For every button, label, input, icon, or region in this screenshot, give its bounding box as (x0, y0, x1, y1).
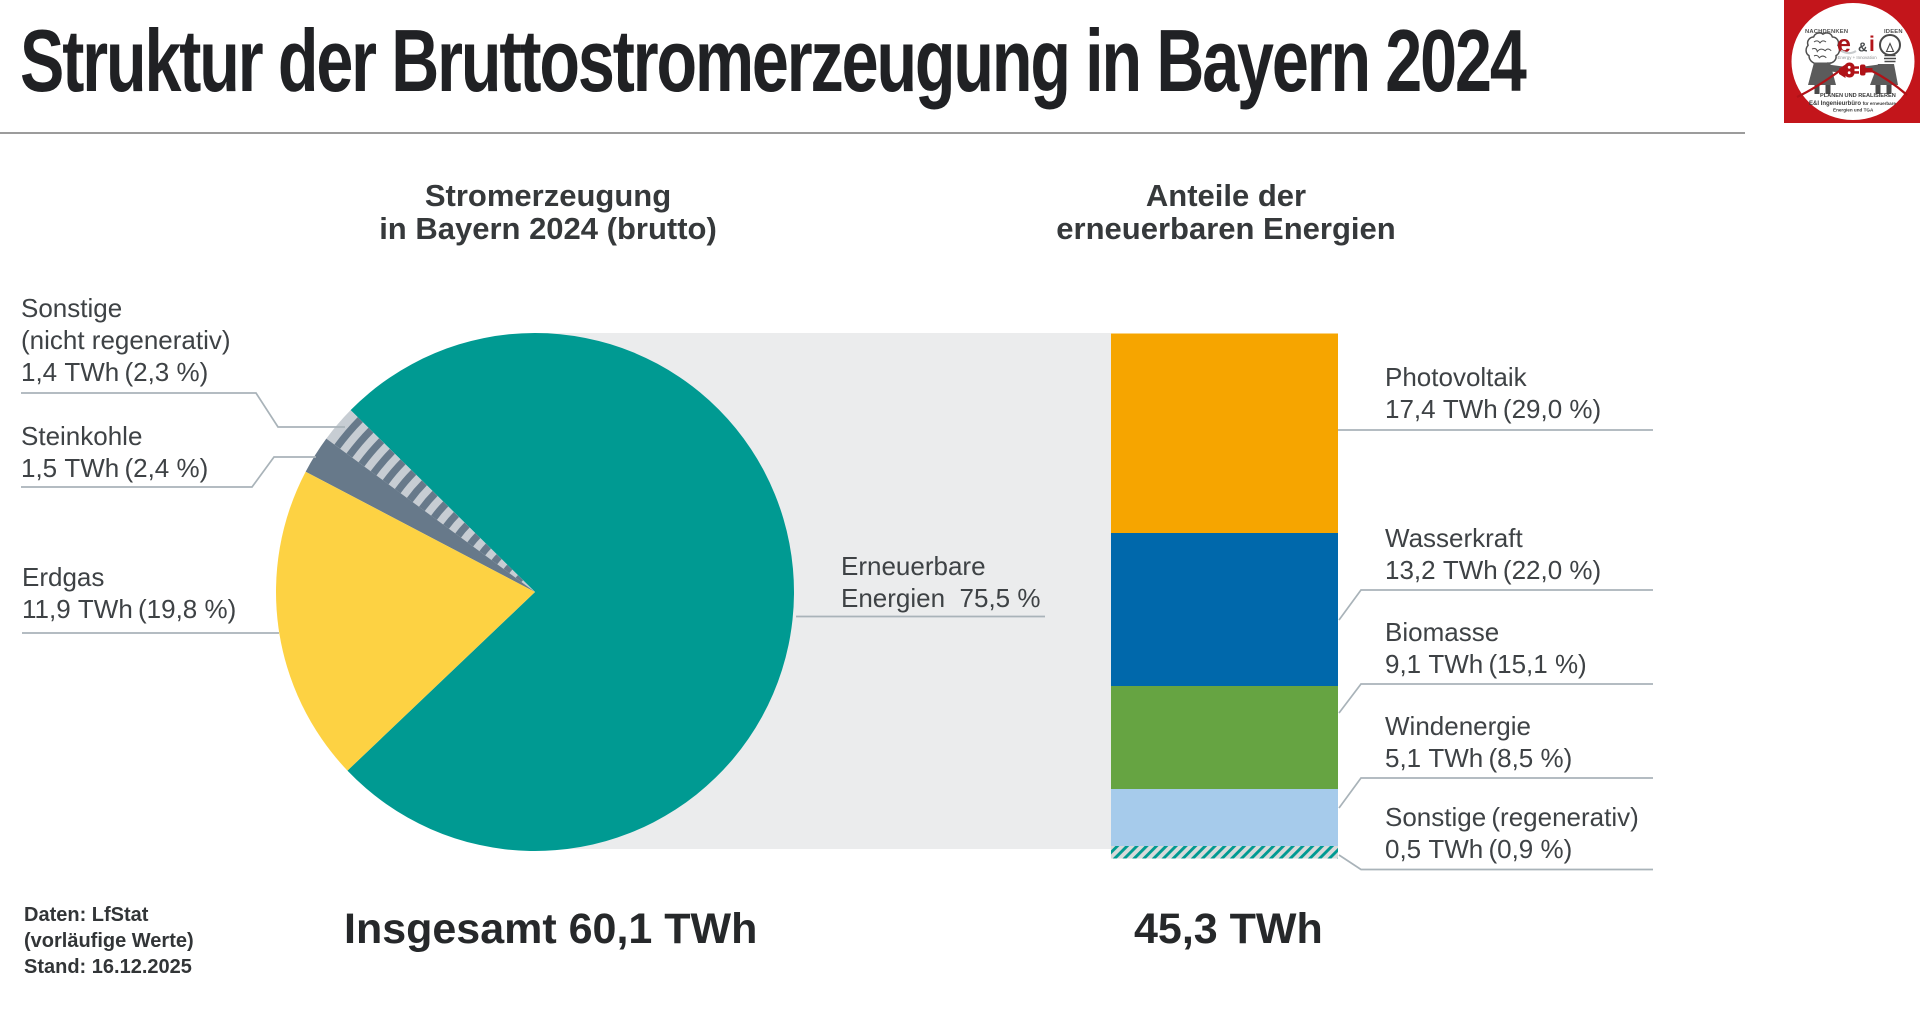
svg-text:PLANEN UND REALISIEREN: PLANEN UND REALISIEREN (1820, 93, 1896, 99)
svg-text:Energy + Innovation: Energy + Innovation (1838, 55, 1878, 60)
svg-text:e: e (1837, 31, 1851, 59)
svg-text:E&I Ingenieurbüro für erneuerb: E&I Ingenieurbüro für erneuerbare (1809, 101, 1896, 107)
svg-text:IDEEN: IDEEN (1884, 29, 1903, 35)
svg-text:i: i (1869, 33, 1875, 56)
svg-text:NACHDENKEN: NACHDENKEN (1805, 29, 1848, 35)
svg-text:Energien und TGA: Energien und TGA (1833, 108, 1874, 113)
svg-text:&: & (1858, 40, 1867, 55)
